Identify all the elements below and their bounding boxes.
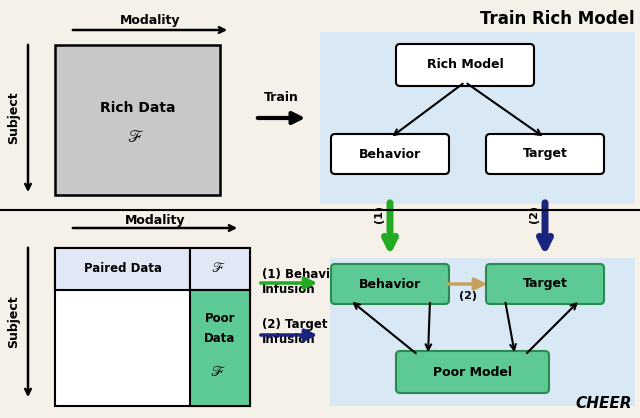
Text: ℱ₀: ℱ₀ xyxy=(212,263,228,275)
Text: ℱᵣ: ℱᵣ xyxy=(128,130,147,146)
Text: Target: Target xyxy=(523,148,568,161)
FancyBboxPatch shape xyxy=(55,248,250,406)
FancyBboxPatch shape xyxy=(190,248,250,290)
Text: (2) Target
Infusion: (2) Target Infusion xyxy=(262,318,328,346)
Text: Paired Data: Paired Data xyxy=(83,263,161,275)
Text: Subject: Subject xyxy=(8,296,20,348)
FancyBboxPatch shape xyxy=(190,290,250,406)
Text: (2): (2) xyxy=(458,291,477,301)
Text: Modality: Modality xyxy=(120,14,180,27)
FancyBboxPatch shape xyxy=(486,264,604,304)
FancyBboxPatch shape xyxy=(330,258,635,406)
Text: Poor Model: Poor Model xyxy=(433,365,512,379)
FancyBboxPatch shape xyxy=(486,134,604,174)
Text: Modality: Modality xyxy=(125,214,185,227)
Text: Poor: Poor xyxy=(205,311,236,324)
Text: CHEER: CHEER xyxy=(575,397,632,411)
Text: Behavior: Behavior xyxy=(359,278,421,291)
FancyBboxPatch shape xyxy=(331,134,449,174)
Text: ℱₚ: ℱₚ xyxy=(211,365,229,379)
Text: Train Rich Model: Train Rich Model xyxy=(481,10,635,28)
Text: Data: Data xyxy=(204,331,236,344)
Text: Rich Data: Rich Data xyxy=(100,101,175,115)
Text: Subject: Subject xyxy=(8,92,20,144)
FancyBboxPatch shape xyxy=(55,45,220,195)
FancyBboxPatch shape xyxy=(396,44,534,86)
Text: Behavior: Behavior xyxy=(359,148,421,161)
FancyBboxPatch shape xyxy=(331,264,449,304)
FancyBboxPatch shape xyxy=(55,248,190,290)
FancyBboxPatch shape xyxy=(320,32,635,204)
Text: Train: Train xyxy=(264,91,299,104)
Text: Rich Model: Rich Model xyxy=(427,59,504,71)
Text: (1) Behavior
Infusion: (1) Behavior Infusion xyxy=(262,268,344,296)
FancyBboxPatch shape xyxy=(396,351,549,393)
Text: (2): (2) xyxy=(529,205,539,223)
Text: (1): (1) xyxy=(374,205,384,223)
Text: Target: Target xyxy=(523,278,568,291)
